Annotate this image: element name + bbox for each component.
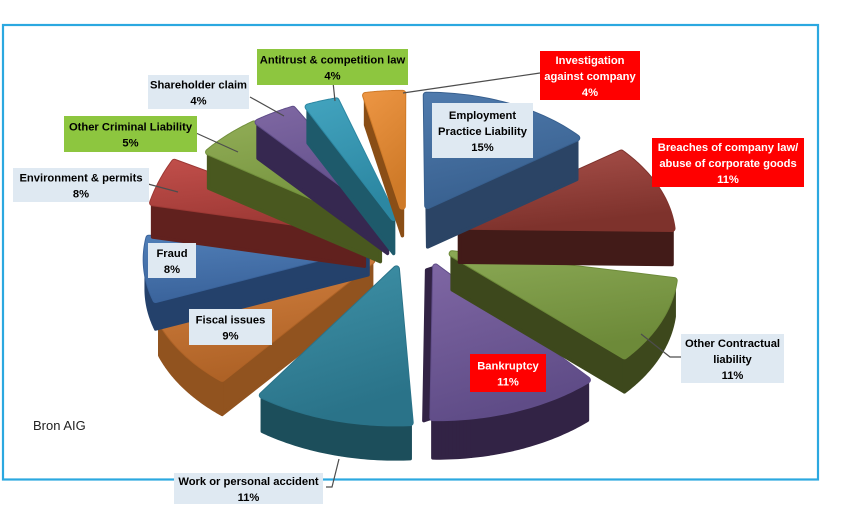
svg-text:4%: 4% [582,87,598,99]
svg-text:Bankruptcy: Bankruptcy [477,361,539,373]
svg-text:Employment: Employment [449,110,516,122]
svg-text:9%: 9% [222,331,238,343]
svg-text:Fiscal issues: Fiscal issues [196,315,266,327]
svg-text:15%: 15% [471,142,493,154]
svg-text:liability: liability [713,354,752,366]
svg-text:Work or personal accident: Work or personal accident [178,476,319,488]
svg-text:11%: 11% [238,492,260,504]
svg-text:Practice Liability: Practice Liability [438,126,528,138]
svg-text:Bron AIG: Bron AIG [33,418,86,433]
svg-text:8%: 8% [164,264,180,276]
svg-text:4%: 4% [324,71,340,83]
svg-text:5%: 5% [122,138,138,150]
svg-text:Investigation: Investigation [556,55,625,67]
svg-text:Other Contractual: Other Contractual [685,338,780,350]
svg-text:11%: 11% [717,174,739,186]
svg-text:Other Criminal Liability: Other Criminal Liability [69,122,193,134]
svg-text:Antitrust & competition law: Antitrust & competition law [260,55,406,67]
svg-text:Fraud: Fraud [156,248,187,260]
svg-text:11%: 11% [497,377,519,389]
svg-text:abuse of corporate goods: abuse of corporate goods [659,158,796,170]
svg-text:against company: against company [544,71,636,83]
svg-text:8%: 8% [73,189,89,201]
svg-text:Breaches of company law/: Breaches of company law/ [658,142,799,154]
svg-text:4%: 4% [190,96,206,108]
svg-text:11%: 11% [722,370,744,382]
svg-text:Environment & permits: Environment & permits [19,173,142,185]
svg-text:Shareholder claim: Shareholder claim [150,80,247,92]
